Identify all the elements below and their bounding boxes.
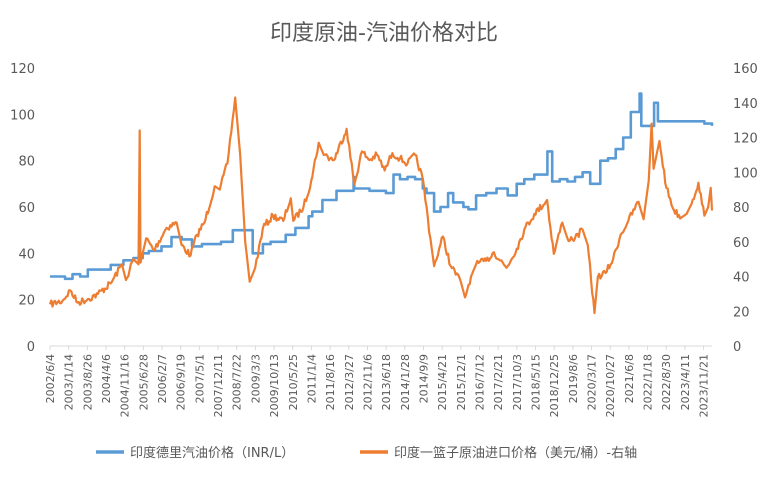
x-axis-tick-label: 2006/9/19 (175, 354, 188, 410)
legend-label-petrol: 印度德里汽油价格（INR/L） (130, 445, 294, 461)
right-axis-tick-label: 120 (733, 132, 758, 147)
x-axis-tick-label: 2013/6/18 (380, 354, 393, 410)
left-axis-tick-label: 0 (27, 340, 35, 355)
x-axis-tick-label: 2007/5/1 (193, 354, 206, 403)
series-line-crude-basket (48, 96, 714, 315)
left-axis-tick-label: 120 (10, 62, 35, 77)
x-axis-tick-label: 2012/11/6 (361, 354, 374, 410)
x-axis-tick-label: 2014/9/9 (417, 354, 430, 403)
left-axis-tick-label: 80 (18, 155, 35, 170)
right-axis-tick-label: 80 (733, 201, 750, 216)
chart-title: 印度原油-汽油价格对比 (270, 21, 498, 46)
x-axis-tick-label: 2005/6/28 (137, 354, 150, 410)
x-axis-tick-label: 2017/2/21 (492, 354, 505, 410)
x-axis-tick-label: 2010/5/25 (287, 354, 300, 410)
x-axis-tick-label: 2015/12/1 (455, 354, 468, 410)
series-line-petrol-price (50, 92, 714, 281)
legend: 印度德里汽油价格（INR/L） 印度一篮子原油进口价格（美元/桶）-右轴 (96, 445, 637, 461)
series-layer (48, 92, 714, 315)
x-axis-tick-label: 2017/10/3 (511, 354, 524, 410)
right-axis-tick-label: 20 (733, 305, 750, 320)
x-axis-tick-label: 2003/8/26 (81, 354, 94, 410)
x-axis-tick-label: 2011/1/4 (305, 354, 318, 403)
legend-label-crude: 印度一篮子原油进口价格（美元/桶）-右轴 (394, 445, 637, 461)
x-axis-tick-label: 2023/11/21 (698, 354, 711, 417)
x-axis-tick-label: 2009/3/3 (249, 354, 262, 403)
x-axis-tick-label: 2006/2/7 (156, 354, 169, 403)
x-axis-tick-label: 2004/4/6 (100, 354, 113, 403)
right-axis-tick-label: 100 (733, 166, 758, 181)
x-axis-tick-label: 2008/7/22 (231, 354, 244, 410)
x-axis-tick-label: 2016/7/12 (473, 354, 486, 410)
right-axis-tick-label: 60 (733, 236, 750, 251)
right-axis-tick-label: 40 (733, 271, 750, 286)
x-axis-tick-label: 2020/10/27 (604, 354, 617, 417)
x-axis-tick-label: 2021/6/8 (623, 354, 636, 403)
x-axis-tick-label: 2018/12/25 (548, 354, 561, 417)
left-axis-tick-label: 20 (18, 294, 35, 309)
axis-layer: 0 20 40 60 80 100 120 0 20 40 60 80 100 120 140 160 2002… (10, 62, 758, 417)
x-axis-tick-label: 2009/10/13 (268, 354, 281, 417)
right-axis-tick-label: 140 (733, 97, 758, 112)
x-axis-tick-label: 2011/8/16 (324, 354, 337, 410)
x-axis-tick-label: 2014/1/28 (399, 354, 412, 410)
x-axis-tick-label: 2022/1/18 (642, 354, 655, 410)
x-axis-tick-label: 2012/3/27 (343, 354, 356, 410)
x-axis-tick-label: 2004/11/16 (119, 354, 132, 417)
left-axis-tick-label: 40 (18, 247, 35, 262)
x-axis-tick-label: 2019/8/6 (567, 354, 580, 403)
x-axis-tick-label: 2007/12/11 (212, 354, 225, 417)
x-axis-tick-label: 2002/6/4 (44, 354, 57, 403)
x-axis-tick-label: 2003/1/14 (63, 354, 76, 410)
x-axis-tick-label: 2015/4/21 (436, 354, 449, 410)
x-axis-tick-label: 2018/5/15 (530, 354, 543, 410)
x-axis-tick-label: 2023/4/11 (679, 354, 692, 410)
right-axis-tick-label: 0 (733, 340, 741, 355)
x-axis-tick-label: 2022/8/30 (660, 354, 673, 410)
right-axis-tick-label: 160 (733, 62, 758, 77)
x-axis-tick-label: 2020/3/17 (586, 354, 599, 410)
left-axis-tick-label: 60 (18, 201, 35, 216)
left-axis-tick-label: 100 (10, 108, 35, 123)
